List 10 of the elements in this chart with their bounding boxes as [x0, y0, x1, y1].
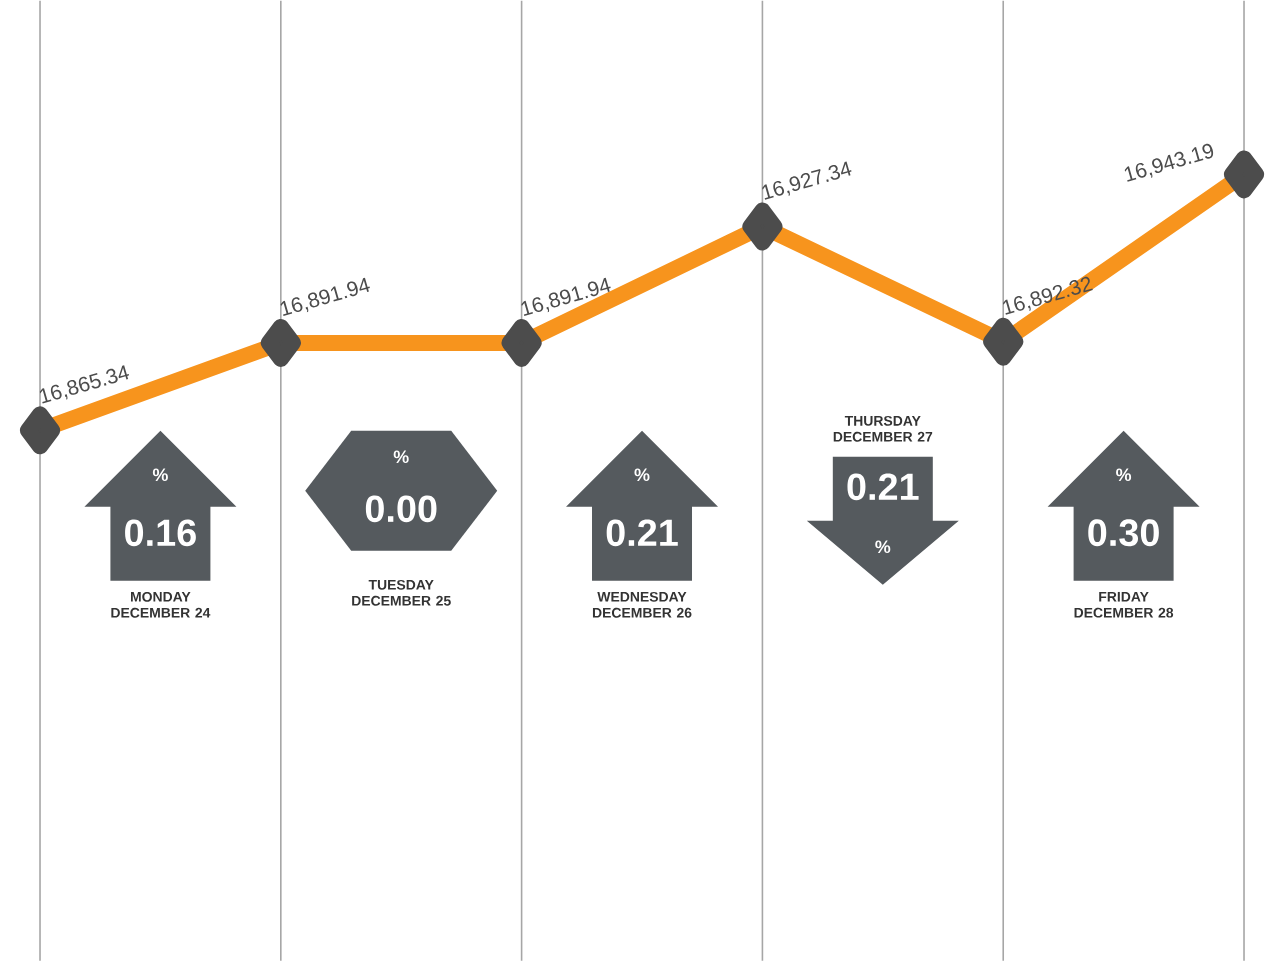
annotation: %	[393, 450, 409, 463]
annotation: %	[875, 540, 891, 553]
annotation: 0.21	[606, 519, 678, 546]
annotation: %	[1116, 468, 1132, 481]
annotation: 0.00	[365, 495, 437, 522]
annotation: %	[152, 468, 168, 481]
annotation: %	[634, 468, 650, 481]
annotation: 0.21	[847, 473, 919, 500]
annotation: 0.16	[125, 519, 196, 546]
annotation: 0.30	[1088, 519, 1159, 547]
